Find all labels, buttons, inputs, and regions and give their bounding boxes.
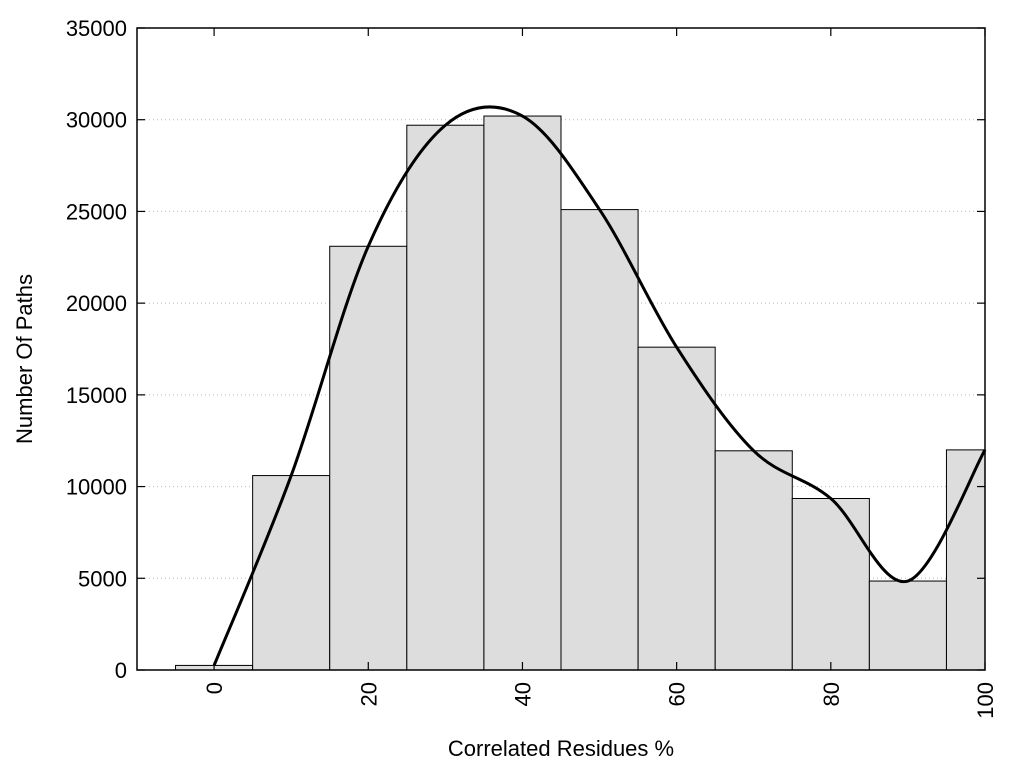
- bar: [791, 497, 870, 671]
- x-axis-title: Correlated Residues %: [448, 736, 674, 761]
- x-axis-ticks: 0 20 40 60 80 100: [202, 28, 998, 719]
- y-tick-label: 10000: [66, 475, 127, 500]
- bar: [483, 115, 562, 671]
- y-axis-title: Number Of Paths: [12, 274, 37, 444]
- y-tick-label: 35000: [66, 16, 127, 41]
- x-tick-label: 100: [973, 682, 998, 719]
- bar: [868, 580, 947, 671]
- bar: [329, 245, 408, 671]
- bar: [945, 449, 986, 671]
- plot-frame: [136, 27, 986, 671]
- x-tick-label: 60: [665, 682, 690, 706]
- bars: [175, 115, 986, 671]
- bar: [637, 346, 716, 671]
- x-tick-label: 20: [356, 682, 381, 706]
- y-tick-label: 30000: [66, 108, 127, 133]
- y-tick-label: 20000: [66, 291, 127, 316]
- y-tick-label: 0: [115, 658, 127, 683]
- curve-line: [212, 105, 987, 666]
- bar: [714, 450, 793, 671]
- trend-curve: [212, 105, 987, 666]
- y-tick-label: 25000: [66, 199, 127, 224]
- bar: [560, 209, 639, 671]
- y-axis-ticks: 0 5000 10000 15000 20000 25000 30000 35000: [66, 16, 985, 683]
- y-tick-label: 15000: [66, 383, 127, 408]
- x-tick-label: 0: [202, 682, 227, 694]
- bar: [252, 475, 331, 671]
- bar: [406, 124, 485, 671]
- y-tick-label: 5000: [78, 566, 127, 591]
- x-tick-label: 80: [819, 682, 844, 706]
- x-tick-label: 40: [510, 682, 535, 706]
